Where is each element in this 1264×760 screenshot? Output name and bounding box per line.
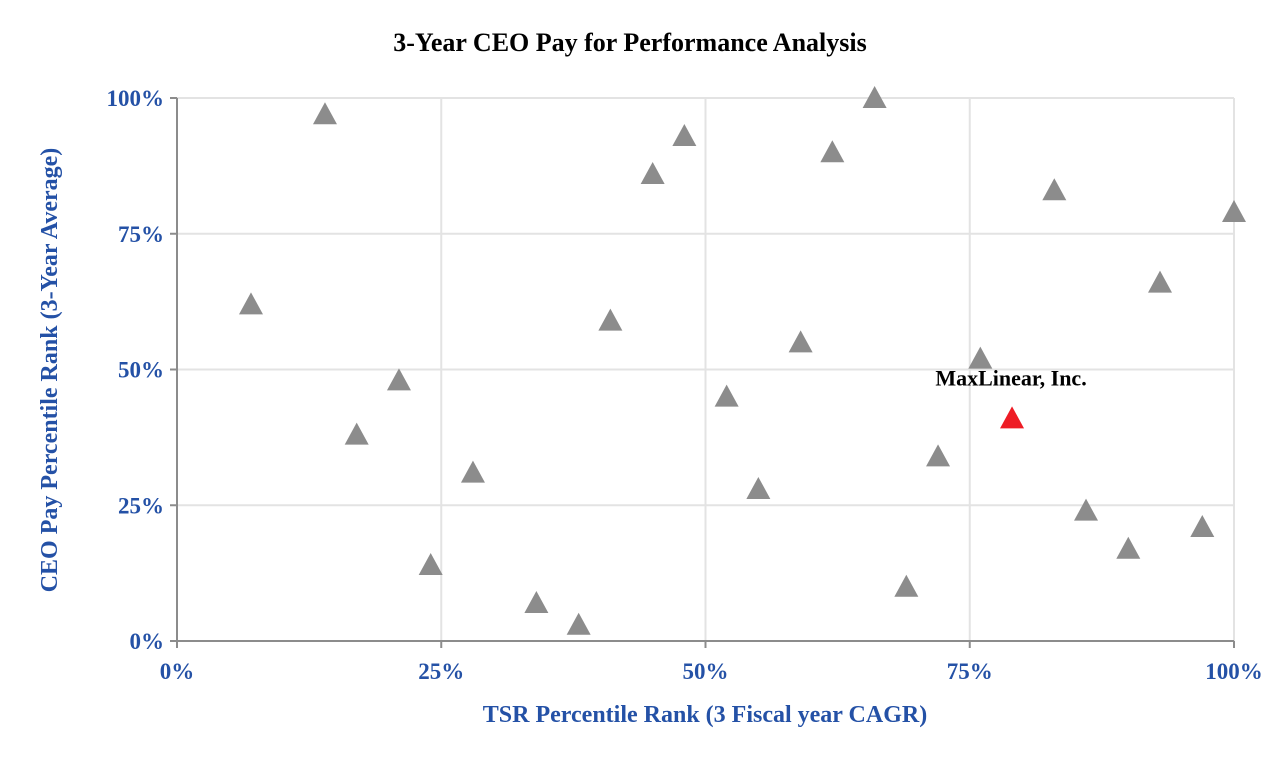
peer-point-marker (672, 124, 697, 147)
x-tick-label: 0% (160, 659, 195, 684)
axes (170, 97, 1235, 648)
peer-point-marker (598, 308, 623, 331)
y-tick-label: 25% (118, 493, 164, 518)
peer-point-marker (1190, 514, 1215, 537)
peer-point-marker (820, 140, 845, 163)
annotations: MaxLinear, Inc. (935, 365, 1086, 390)
peer-point-marker (714, 384, 739, 407)
peer-point-marker (566, 612, 591, 635)
highlight-point-label: MaxLinear, Inc. (935, 365, 1086, 390)
peer-point-marker (1074, 498, 1099, 521)
x-tick-label: 100% (1205, 659, 1263, 684)
y-axis-title: CEO Pay Percentile Rank (3-Year Average) (37, 148, 63, 593)
gridlines (177, 97, 1235, 641)
peer-point-marker (788, 330, 813, 353)
peer-point-marker (746, 476, 771, 499)
y-tick-label: 0% (130, 629, 165, 654)
peer-point-marker (524, 590, 549, 613)
peer-point-marker (862, 86, 887, 108)
peer-point-marker (460, 460, 485, 483)
peer-point-marker (418, 552, 443, 575)
x-axis-title: TSR Percentile Rank (3 Fiscal year CAGR) (483, 702, 927, 728)
peer-point-marker (1042, 178, 1067, 201)
x-tick-label: 50% (683, 659, 729, 684)
tick-labels: 0% 25% 50% 75% 100% 0% 25% 50% 75% 100% (107, 86, 1263, 684)
y-tick-label: 50% (118, 358, 164, 383)
peer-point-marker (1148, 270, 1173, 293)
peer-point-marker (640, 162, 665, 185)
y-tick-label: 100% (107, 86, 165, 111)
chart-title: 3-Year CEO Pay for Performance Analysis (393, 28, 866, 57)
data-points (238, 86, 1246, 635)
y-tick-label: 75% (118, 222, 164, 247)
highlight-point-marker (1000, 406, 1025, 429)
peer-point-marker (1222, 200, 1246, 223)
peer-point-marker (312, 102, 337, 125)
peer-point-marker (238, 292, 263, 315)
peer-point-marker (926, 444, 951, 467)
peer-point-marker (894, 574, 919, 597)
x-tick-label: 25% (418, 659, 464, 684)
peer-point-marker (344, 422, 369, 445)
x-tick-label: 75% (947, 659, 993, 684)
peer-point-marker (1116, 536, 1141, 559)
peer-point-marker (968, 346, 993, 369)
peer-point-marker (386, 368, 411, 391)
